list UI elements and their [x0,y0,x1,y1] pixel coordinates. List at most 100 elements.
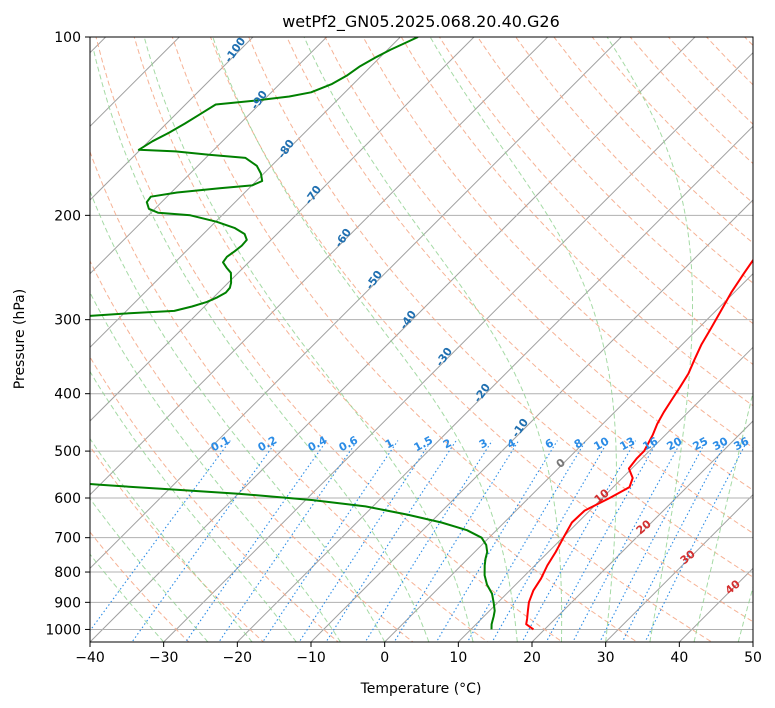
x-tick-label: −30 [149,650,179,666]
moist-adiabat-line [93,49,430,642]
dry-adiabat-line [515,37,753,284]
mixing-ratio-line [491,440,609,642]
isotherm-line [90,37,696,642]
mixing-ratio-label: 6 [543,436,556,451]
y-axis-ticks: 1000 900 800 700 600 500 400 300 200 100 [45,30,90,638]
isotherm-line [90,37,328,275]
dry-adiabat-label: -50 [363,268,385,292]
moist-adiabat-line [90,189,386,642]
mixing-ratio-line [90,440,231,632]
dry-adiabat-label: -30 [433,345,455,369]
isotherm-lines [0,10,753,654]
mixing-ratio-line [298,440,432,642]
dry-adiabat-lines [90,37,753,642]
moist-adiabat-line [90,437,253,642]
isotherm-line [236,125,753,642]
mixing-ratio-line [644,440,748,642]
isotherm-line [604,493,753,642]
dry-adiabat-label: -100 [222,35,249,65]
dry-adiabat-label: -90 [248,88,270,112]
mixing-ratio-line [364,440,493,642]
mixing-ratio-line [262,440,399,642]
isotherm-line [531,420,753,642]
dry-adiabat-line [362,37,753,449]
moist-adiabat-label: 30 [678,547,698,567]
isotherm-line [90,37,402,349]
mixing-ratio-line [466,440,587,642]
isotherm-line [383,272,753,642]
moist-adiabat-line [737,585,753,642]
plot-area: -100-90-80-70-60-50-40-30-20-100.1 0.2 0.4… [0,10,753,654]
dry-adiabat-line [400,37,753,407]
moist-adiabat-line [90,497,209,642]
x-tick-label: −40 [75,650,105,666]
dry-adiabat-line [591,37,753,204]
dry-adiabat-label: -40 [397,308,419,332]
mixing-ratio-label: 36 [732,434,752,453]
temperature-profile-line [525,258,753,631]
isotherm-line [90,37,475,422]
y-tick-label: 700 [54,531,81,547]
mixing-ratio-line [621,440,728,642]
y-tick-label: 300 [54,313,81,329]
dry-adiabat-line [477,37,753,325]
moist-adiabat-line [212,37,518,642]
dry-adiabat-line [248,37,753,578]
dry-adiabat-line [90,445,265,642]
moist-adiabat-line [693,390,753,642]
moist-adiabat-lines [90,37,753,642]
mixing-ratio-line [572,440,683,642]
x-tick-label: 10 [449,650,467,666]
y-tick-label: 200 [54,208,81,224]
moist-adiabat-line [143,37,474,642]
dewpoint-profile-line [90,37,496,630]
y-tick-label: 600 [54,491,81,507]
dry-adiabat-line [171,37,713,642]
x-tick-label: 50 [744,650,762,666]
mixing-ratio-line [325,440,457,642]
mixing-ratio-label: 16 [641,434,661,453]
dry-adiabat-label: -60 [332,226,354,250]
moist-adiabat-line [90,553,165,642]
moist-adiabat-line [303,37,563,642]
mixing-ratio-label: 25 [691,435,711,454]
mixing-ratio-line [521,440,637,642]
x-axis-ticks: −40 −30 −20 −10 0 10 20 30 40 50 [75,642,762,666]
y-tick-label: 400 [54,387,81,403]
moist-adiabat-line [606,37,693,642]
isotherm-line [310,199,753,642]
mixing-ratio-line [599,440,707,642]
moist-adiabat-line [90,370,297,642]
y-tick-label: 800 [54,565,81,581]
isotherm-line [457,346,753,642]
dry-adiabat-line [286,37,753,534]
isotherm-line [162,51,753,642]
dry-adiabat-label: -80 [275,137,297,161]
mixing-ratio-label: 2 [441,436,454,451]
profile-series [90,37,753,631]
chart-title: wetPf2_GN05.2025.068.20.40.G26 [282,12,560,32]
plot-frame [89,36,754,643]
isotherm-line [90,37,623,570]
mixing-ratio-line [545,440,659,642]
moist-adiabat-label: 20 [634,517,654,537]
mixing-ratio-label: 20 [665,434,685,453]
x-tick-label: 30 [597,650,615,666]
moist-adiabat-line [90,291,341,642]
dry-adiabat-label: -10 [509,416,531,440]
y-tick-label: 100 [54,30,81,46]
isotherm-line [0,10,59,654]
mixing-ratio-label: 13 [618,435,638,454]
pressure-grid-lines [90,37,753,630]
isotherm-line [90,37,181,128]
x-tick-label: 40 [670,650,688,666]
mixing-ratio-label: 30 [711,434,731,453]
mixing-ratio-label: 10 [592,434,612,453]
dry-adiabat-line [744,37,753,47]
isotherm-line [90,37,549,496]
x-tick-label: 0 [380,650,389,666]
dry-adiabat-line [90,259,414,642]
dry-adiabat-line [90,356,339,642]
moist-adiabat-label: 40 [723,577,743,597]
